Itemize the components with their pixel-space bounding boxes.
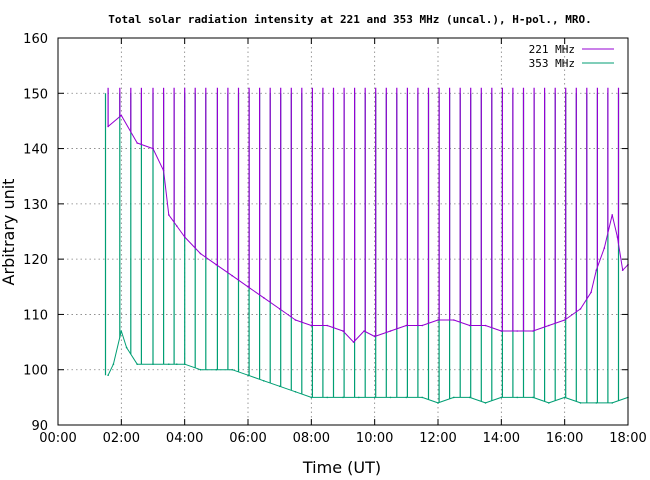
data-point [611,402,613,404]
series-line-221mhz [107,114,629,343]
data-point [326,396,329,399]
data-point [595,402,598,404]
data-point [358,396,360,399]
data-point [168,363,170,366]
data-point [484,324,487,327]
data-point [136,142,138,144]
data-point [231,274,233,277]
data-point [516,330,518,332]
data-point [500,330,503,332]
data-point [563,396,566,399]
data-point [107,374,109,377]
x-tick-label: 02:00 [103,431,140,446]
data-point [120,114,123,117]
data-point [405,396,408,399]
y-tick-label: 110 [23,308,48,323]
data-point [421,324,424,327]
data-point [310,396,313,399]
plot-frame [57,37,629,426]
data-point [437,402,439,404]
data-point [532,396,534,399]
data-point [263,297,265,299]
data-point [484,402,487,404]
data-point [294,319,297,321]
series-353mhz-group [104,93,629,404]
data-point [310,324,313,327]
data-point [247,286,249,288]
data-point [616,236,619,238]
data-point [136,363,138,366]
data-point [590,291,592,294]
data-point [563,319,566,321]
data-point [621,269,624,272]
data-point [125,346,128,349]
data-point [389,330,392,332]
data-point [532,330,534,332]
axis-ticks: 00:00 02:00 04:00 06:00 08:00 10:00 12:00 14:00… [23,32,647,446]
data-point [579,308,582,310]
data-point [342,330,344,332]
data-point [548,324,550,327]
data-point [247,374,249,377]
x-tick-label: 12:00 [419,431,456,446]
data-point [603,247,606,249]
y-tick-label: 150 [23,87,48,102]
y-tick-label: 120 [23,253,48,268]
data-point [611,214,613,216]
y-tick-label: 90 [31,419,48,434]
data-point [263,380,265,382]
grid [58,38,628,425]
data-point [112,363,115,366]
y-tick-label: 130 [23,198,48,213]
series-line-353mhz [107,330,629,404]
x-tick-label: 18:00 [609,431,646,446]
data-point [453,396,455,399]
data-point [342,396,344,399]
x-axis-label: Time (UT) [302,458,381,477]
x-tick-label: 16:00 [546,431,583,446]
x-tick-label: 08:00 [293,431,330,446]
plot-area [104,87,629,404]
x-tick-label: 14:00 [483,431,520,446]
data-point [595,269,598,272]
data-point [199,252,202,255]
data-point [231,368,233,371]
x-tick-label: 10:00 [356,431,393,446]
data-point [579,402,582,404]
data-point [363,330,365,332]
data-point [405,324,408,327]
chart-title: Total solar radiation intensity at 221 a… [108,13,591,26]
y-axis-label: Arbitrary unit [0,179,18,286]
data-point [500,396,503,399]
series-221mhz-group [107,87,629,343]
data-point [215,368,218,371]
legend-label-353mhz: 353 MHz [529,57,575,70]
data-point [176,363,178,366]
data-point [326,324,329,327]
data-point [389,396,392,399]
data-point [176,225,178,227]
data-point [352,341,355,343]
data-point [168,214,170,216]
data-point [548,402,550,404]
y-tick-label: 100 [23,364,48,379]
data-point [437,319,439,321]
data-point [453,319,455,321]
y-tick-label: 160 [23,32,48,47]
data-point [421,396,424,399]
data-point [120,330,123,332]
data-point [215,263,218,266]
data-point [516,396,518,399]
y-tick-label: 140 [23,143,48,158]
data-point [294,391,297,393]
x-tick-label: 06:00 [229,431,266,446]
legend-label-221mhz: 221 MHz [529,43,575,56]
x-tick-label: 04:00 [166,431,203,446]
x-tick-label: 00:00 [39,431,76,446]
data-point [199,368,202,371]
legend: 221 MHz 353 MHz [529,43,614,70]
